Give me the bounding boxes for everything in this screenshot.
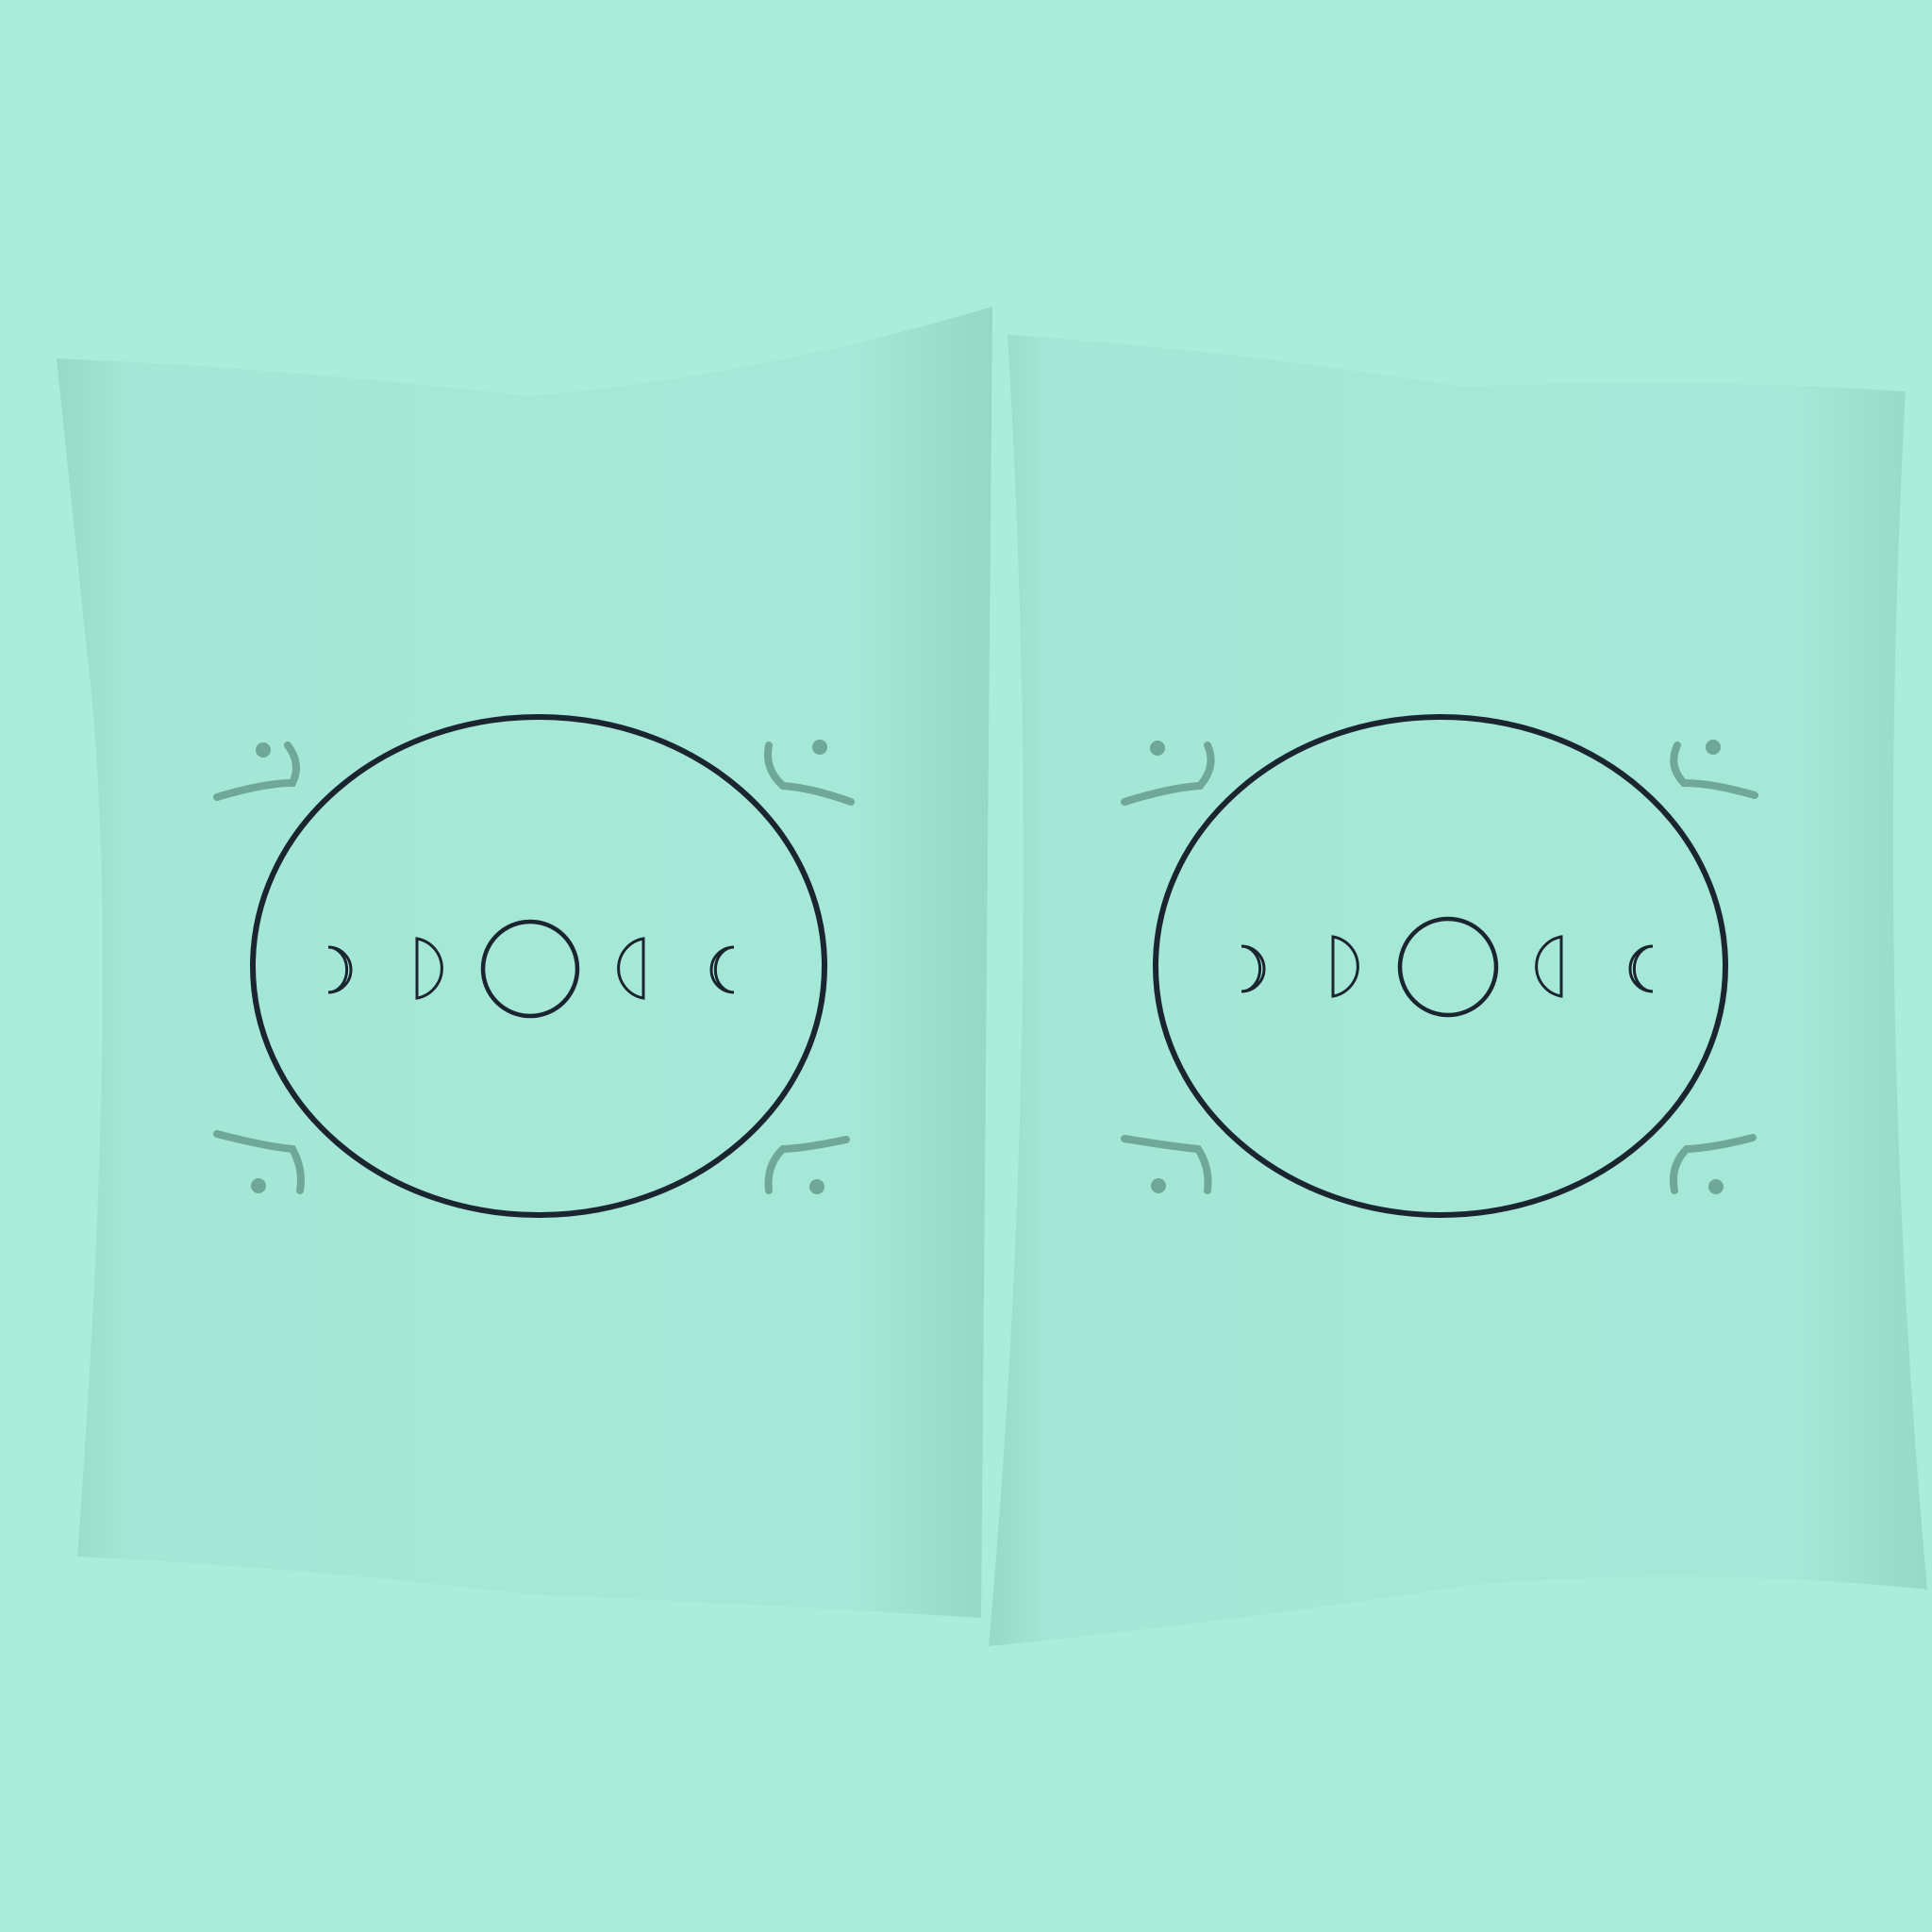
ornament-dot-icon xyxy=(256,742,271,758)
pillow-left-oval-frame xyxy=(250,714,827,1218)
pillow-left xyxy=(57,307,992,1618)
waning-crescent-icon xyxy=(709,945,735,994)
pillow-left-moon-phases xyxy=(327,919,735,1019)
first-quarter-moon-icon xyxy=(415,937,443,1000)
pillow-left-corner-ornaments xyxy=(213,740,855,1194)
ornament-dot-icon xyxy=(1706,740,1721,755)
ornament-dot-icon xyxy=(809,1179,824,1194)
pillow-left-body xyxy=(57,307,992,1618)
first-quarter-moon-icon xyxy=(1331,935,1359,998)
pillow-right-corner-ornaments xyxy=(1121,740,1758,1194)
ornament-dot-icon xyxy=(1150,741,1165,756)
ornament-swirl-icon xyxy=(213,741,300,801)
full-moon-icon xyxy=(1397,916,1499,1018)
ornament-swirl-icon xyxy=(764,741,855,806)
ornament-dot-icon xyxy=(1708,1179,1724,1194)
last-quarter-moon-icon xyxy=(617,937,645,1000)
pillow-right-body xyxy=(989,335,1927,1646)
pillow-right xyxy=(989,335,1927,1646)
ornament-swirl-icon xyxy=(213,1130,305,1194)
last-quarter-moon-icon xyxy=(1535,935,1563,998)
ornament-swirl-icon xyxy=(764,1136,850,1194)
ornament-swirl-icon xyxy=(1121,1135,1212,1194)
ornament-swirl-icon xyxy=(1670,741,1758,799)
ornament-dot-icon xyxy=(812,740,827,755)
waxing-crescent-icon xyxy=(1241,944,1266,993)
ornament-dot-icon xyxy=(251,1178,266,1193)
waxing-crescent-icon xyxy=(327,945,353,994)
full-moon-icon xyxy=(480,919,580,1019)
ornament-swirl-icon xyxy=(1669,1134,1757,1194)
ornament-swirl-icon xyxy=(1121,741,1215,806)
ornament-dot-icon xyxy=(1151,1178,1166,1193)
waning-crescent-icon xyxy=(1628,944,1654,993)
pillow-right-moon-phases xyxy=(1241,916,1654,1018)
pillow-right-oval-frame xyxy=(1153,714,1728,1218)
